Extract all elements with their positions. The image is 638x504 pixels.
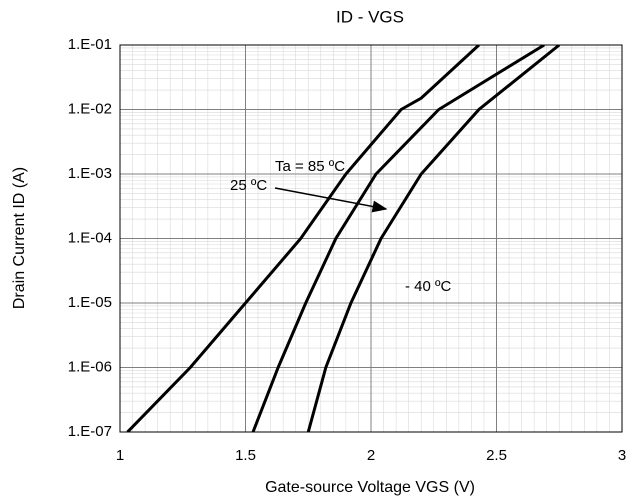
x-tick-label: 2.5 <box>486 447 507 464</box>
grid <box>119 44 623 433</box>
x-tick-label: 2 <box>367 447 375 464</box>
chart-title: ID - VGS <box>336 7 404 26</box>
annotation-arrow <box>274 187 388 213</box>
y-tick-label: 1.E-02 <box>68 100 112 117</box>
annotation: Ta = 85 ºC <box>275 158 345 175</box>
annotation: - 40 ºC <box>405 278 451 295</box>
annotation: 25 ºC <box>230 177 267 194</box>
series-line <box>306 45 561 432</box>
plot-frame <box>119 44 623 433</box>
y-tick-label: 1.E-07 <box>68 423 112 440</box>
x-tick-label: 1.5 <box>235 447 256 464</box>
series-line <box>251 45 545 432</box>
series-line <box>126 45 480 432</box>
x-axis-label: Gate-source Voltage VGS (V) <box>265 479 475 496</box>
y-tick-label: 1.E-05 <box>68 294 112 311</box>
y-tick-label: 1.E-04 <box>68 229 112 246</box>
x-tick-label: 3 <box>618 447 626 464</box>
lines <box>126 45 561 432</box>
y-tick-label: 1.E-06 <box>68 358 112 375</box>
y-tick-label: 1.E-01 <box>68 36 112 53</box>
y-tick-label: 1.E-03 <box>68 165 112 182</box>
x-tick-label: 1 <box>116 447 124 464</box>
y-axis-label: Drain Current ID (A) <box>11 167 28 309</box>
